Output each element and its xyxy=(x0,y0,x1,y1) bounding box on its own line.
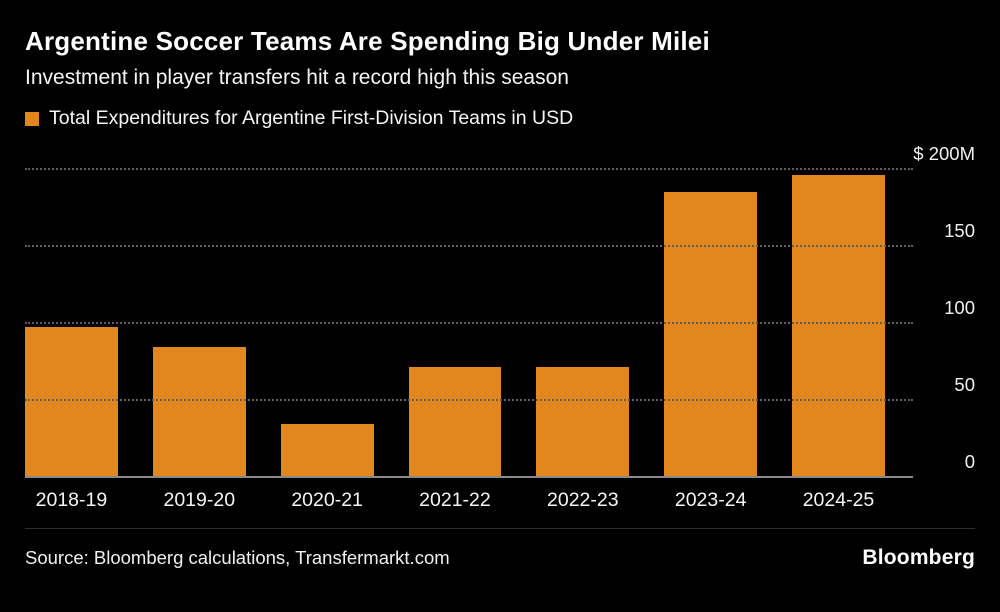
bar-2023-24 xyxy=(664,191,758,479)
footer: Source: Bloomberg calculations, Transfer… xyxy=(25,528,975,570)
x-tick-label: 2019-20 xyxy=(163,489,236,512)
gridline xyxy=(25,322,913,325)
y-tick-label: $ 200M xyxy=(913,142,975,164)
bar-2018-19 xyxy=(25,327,118,479)
bar-2019-20 xyxy=(152,347,246,479)
chart-title: Argentine Soccer Teams Are Spending Big … xyxy=(25,26,710,56)
x-tick-label: 2023-24 xyxy=(674,489,747,512)
legend-label: Total Expenditures for Argentine First-D… xyxy=(49,107,574,130)
bar-chart: 0 50 100 150 $ 200M xyxy=(25,142,975,479)
x-tick-label: 2020-21 xyxy=(291,489,363,512)
y-tick-label: 50 xyxy=(954,373,975,395)
x-tick-label: 2021-22 xyxy=(419,489,491,512)
y-tick-label: 150 xyxy=(944,219,975,241)
x-tick-label: 2022-23 xyxy=(547,489,619,512)
x-tick-label: 2018-19 xyxy=(35,489,108,512)
bars xyxy=(25,146,885,479)
chart-subtitle: Investment in player transfers hit a rec… xyxy=(25,66,569,90)
x-axis: 2018-19 2019-20 2020-21 2021-22 2022-23 2023-… xyxy=(25,489,885,512)
x-tick-label: 2024-25 xyxy=(802,489,875,512)
gridline xyxy=(25,399,913,402)
bar-2024-25 xyxy=(792,174,885,479)
legend: Total Expenditures for Argentine First-D… xyxy=(25,107,975,130)
gridline xyxy=(25,245,913,248)
bar-2020-21 xyxy=(280,424,374,479)
gridline xyxy=(25,168,913,171)
y-tick-label: 0 xyxy=(964,450,975,472)
source-note: Source: Bloomberg calculations, Transfer… xyxy=(25,547,450,569)
gridline xyxy=(25,476,913,479)
bar-2021-22 xyxy=(408,367,502,479)
bloomberg-logo: Bloomberg xyxy=(862,546,975,570)
legend-swatch-icon xyxy=(25,111,39,126)
bar-2022-23 xyxy=(536,367,630,479)
y-tick-label: 100 xyxy=(944,296,975,318)
